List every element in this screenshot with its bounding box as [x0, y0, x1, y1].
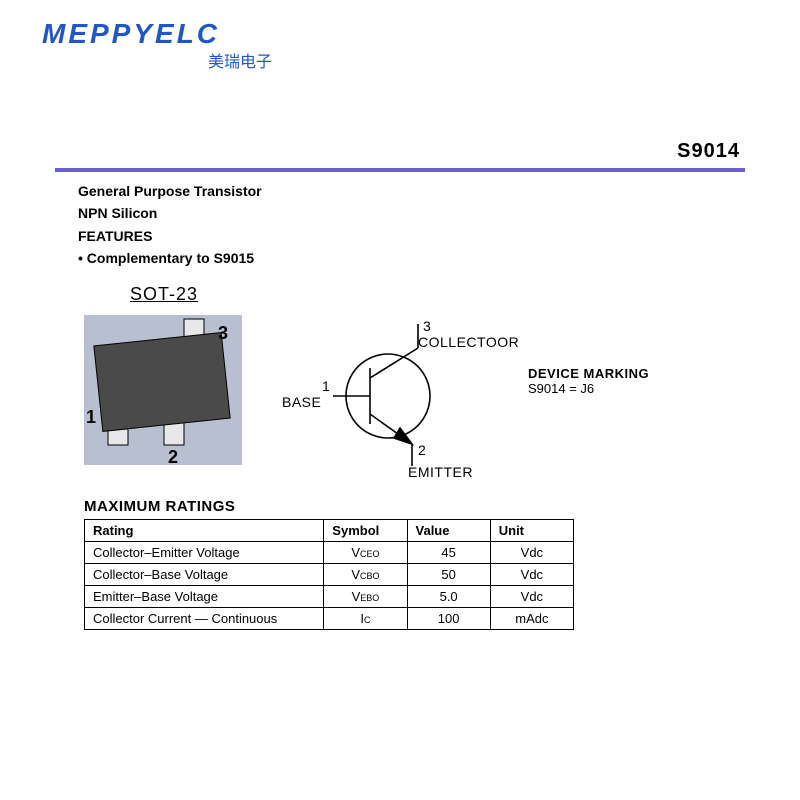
symbol-pin1-num: 1 [322, 378, 330, 394]
svg-text:1: 1 [86, 407, 96, 427]
cell-symbol: IC [324, 607, 407, 629]
col-symbol: Symbol [324, 519, 407, 541]
device-marking-block: DEVICE MARKING S9014 = J6 [528, 366, 649, 396]
symbol-pin3-name: COLLECTOOR [418, 334, 519, 350]
brand-logo-sub: 美瑞电子 [42, 48, 302, 72]
table-row: Emitter–Base VoltageVEBO5.0Vdc [85, 585, 574, 607]
symbol-pin1-name: BASE [282, 394, 321, 410]
header-divider [55, 168, 745, 172]
col-unit: Unit [490, 519, 573, 541]
max-ratings-table: Rating Symbol Value Unit Collector–Emitt… [84, 519, 574, 630]
part-number: S9014 [677, 140, 740, 163]
diagrams-row: 3 1 2 [78, 311, 740, 486]
cell-unit: mAdc [490, 607, 573, 629]
cell-symbol: VCBO [324, 563, 407, 585]
table-row: Collector Current — ContinuousIC100mAdc [85, 607, 574, 629]
cell-symbol: VCEO [324, 541, 407, 563]
cell-unit: Vdc [490, 563, 573, 585]
col-rating: Rating [85, 519, 324, 541]
max-ratings-title: MAXIMUM RATINGS [84, 498, 740, 515]
brand-logo-text: MEPPYELC [42, 18, 302, 50]
cell-value: 50 [407, 563, 490, 585]
sot23-package-diagram: 3 1 2 [78, 311, 248, 471]
main-content: General Purpose Transistor NPN Silicon F… [78, 180, 740, 630]
table-row: Collector–Base VoltageVCBO50Vdc [85, 563, 574, 585]
symbol-pin2-name: EMITTER [408, 464, 473, 480]
feature-line-4: • Complementary to S9015 [78, 247, 740, 269]
table-row: Collector–Emitter VoltageVCEO45Vdc [85, 541, 574, 563]
feature-line-1: General Purpose Transistor [78, 180, 740, 202]
device-marking-text: S9014 = J6 [528, 381, 649, 396]
logo-block: MEPPYELC 美瑞电子 [0, 0, 800, 72]
feature-line-3: FEATURES [78, 225, 740, 247]
device-marking-title: DEVICE MARKING [528, 366, 649, 381]
symbol-pin3-num: 3 [423, 318, 431, 334]
col-value: Value [407, 519, 490, 541]
cell-value: 100 [407, 607, 490, 629]
cell-rating: Collector–Emitter Voltage [85, 541, 324, 563]
cell-rating: Collector Current — Continuous [85, 607, 324, 629]
cell-unit: Vdc [490, 585, 573, 607]
cell-unit: Vdc [490, 541, 573, 563]
transistor-symbol-diagram: 3 COLLECTOOR 1 BASE 2 EMITTER [278, 316, 498, 486]
svg-text:2: 2 [168, 447, 178, 467]
cell-rating: Collector–Base Voltage [85, 563, 324, 585]
cell-rating: Emitter–Base Voltage [85, 585, 324, 607]
svg-text:3: 3 [218, 323, 228, 343]
table-header-row: Rating Symbol Value Unit [85, 519, 574, 541]
symbol-pin2-num: 2 [418, 442, 426, 458]
cell-symbol: VEBO [324, 585, 407, 607]
cell-value: 5.0 [407, 585, 490, 607]
feature-line-2: NPN Silicon [78, 202, 740, 224]
cell-value: 45 [407, 541, 490, 563]
package-label: SOT-23 [130, 284, 740, 305]
